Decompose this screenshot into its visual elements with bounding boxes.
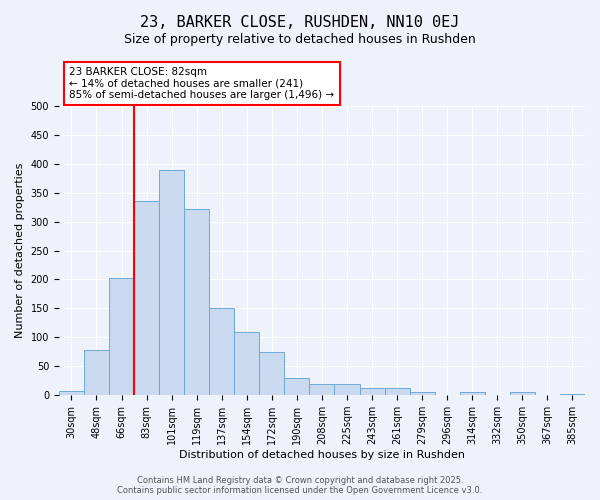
Text: 23, BARKER CLOSE, RUSHDEN, NN10 0EJ: 23, BARKER CLOSE, RUSHDEN, NN10 0EJ: [140, 15, 460, 30]
Bar: [159, 170, 184, 395]
Bar: [84, 350, 109, 395]
Bar: [385, 388, 410, 395]
Bar: [460, 392, 485, 395]
Text: 23 BARKER CLOSE: 82sqm
← 14% of detached houses are smaller (241)
85% of semi-de: 23 BARKER CLOSE: 82sqm ← 14% of detached…: [70, 67, 335, 100]
Bar: [184, 209, 209, 395]
Text: Size of property relative to detached houses in Rushden: Size of property relative to detached ho…: [124, 32, 476, 46]
X-axis label: Distribution of detached houses by size in Rushden: Distribution of detached houses by size …: [179, 450, 465, 460]
Bar: [510, 392, 535, 395]
Bar: [209, 308, 234, 395]
Y-axis label: Number of detached properties: Number of detached properties: [15, 163, 25, 338]
Bar: [560, 394, 585, 395]
Text: Contains HM Land Registry data © Crown copyright and database right 2025.
Contai: Contains HM Land Registry data © Crown c…: [118, 476, 482, 495]
Bar: [259, 352, 284, 395]
Bar: [310, 384, 334, 395]
Bar: [59, 390, 84, 395]
Bar: [284, 378, 310, 395]
Bar: [410, 392, 434, 395]
Bar: [109, 278, 134, 395]
Bar: [234, 332, 259, 395]
Bar: [359, 388, 385, 395]
Bar: [334, 384, 359, 395]
Bar: [134, 202, 159, 395]
